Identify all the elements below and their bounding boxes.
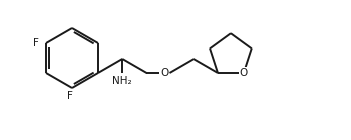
Text: F: F — [67, 91, 73, 101]
Text: F: F — [33, 38, 39, 48]
Text: NH₂: NH₂ — [112, 76, 132, 86]
Text: O: O — [160, 68, 168, 78]
Text: O: O — [240, 68, 248, 78]
